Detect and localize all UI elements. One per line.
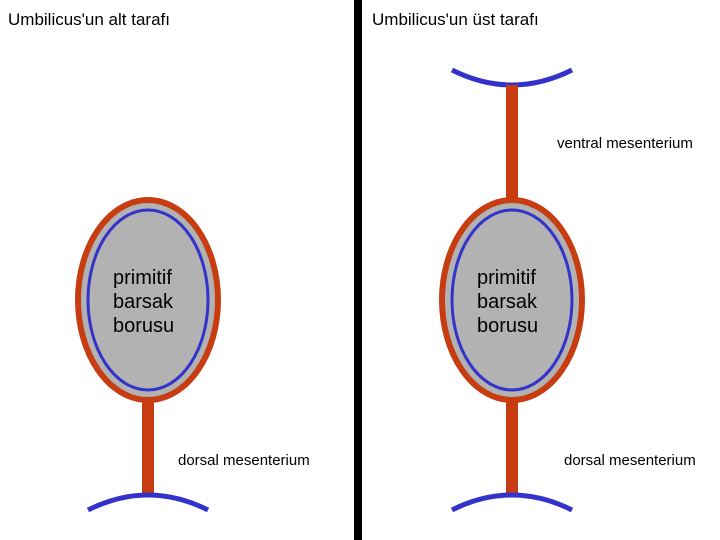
right-dorsal-label: dorsal mesenterium [564, 452, 696, 469]
bottom-arc [452, 495, 572, 510]
right-panel: Umbilicus'un üst tarafı ventral mesenter… [362, 0, 720, 540]
right-ellipse-label: primitifbarsakborusu [477, 266, 538, 338]
left-ellipse-label: primitifbarsakborusu [113, 266, 174, 338]
vertical-divider [354, 0, 362, 540]
left-dorsal-label: dorsal mesenterium [178, 452, 310, 469]
left-panel: Umbilicus'un alt tarafı primitifbarsakbo… [0, 0, 354, 540]
top-arc [452, 70, 572, 85]
bottom-arc [88, 495, 208, 510]
